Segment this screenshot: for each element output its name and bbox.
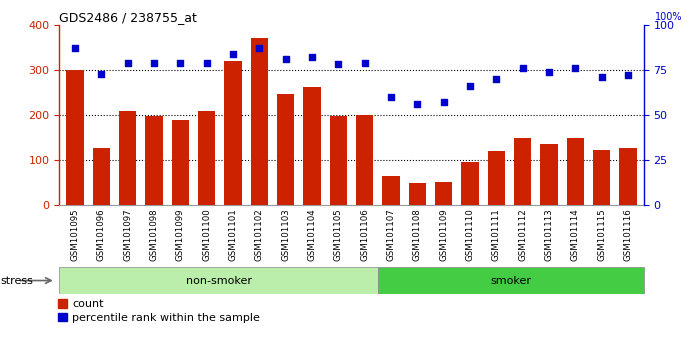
Text: GSM101111: GSM101111: [492, 209, 501, 261]
Bar: [330, 116, 347, 205]
Bar: [172, 120, 189, 205]
Text: GSM101104: GSM101104: [308, 209, 317, 261]
Text: GSM101096: GSM101096: [97, 209, 106, 261]
Text: GSM101102: GSM101102: [255, 209, 264, 261]
Text: GSM101107: GSM101107: [386, 209, 395, 261]
Text: GSM101101: GSM101101: [228, 209, 237, 261]
Bar: [409, 183, 426, 205]
Text: GSM101113: GSM101113: [544, 209, 553, 261]
Point: [464, 83, 475, 89]
Bar: [593, 150, 610, 205]
Bar: [224, 61, 242, 205]
Bar: [251, 38, 268, 205]
Point: [122, 60, 133, 65]
Bar: [461, 162, 479, 205]
Point: [359, 60, 370, 65]
Point: [280, 56, 291, 62]
Text: GSM101103: GSM101103: [281, 209, 290, 261]
Point: [148, 60, 159, 65]
Text: 100%: 100%: [655, 12, 683, 22]
Point: [333, 62, 344, 67]
Point: [70, 45, 81, 51]
Bar: [567, 138, 584, 205]
Text: GSM101106: GSM101106: [360, 209, 369, 261]
Point: [175, 60, 186, 65]
Bar: [378, 267, 644, 294]
Bar: [277, 94, 294, 205]
Bar: [303, 87, 321, 205]
Bar: [119, 110, 136, 205]
Text: GSM101110: GSM101110: [466, 209, 475, 261]
Point: [570, 65, 581, 71]
Text: stress: stress: [0, 275, 33, 286]
Text: GSM101114: GSM101114: [571, 209, 580, 261]
Bar: [619, 148, 637, 205]
Bar: [382, 176, 400, 205]
Point: [228, 51, 239, 57]
Text: GSM101098: GSM101098: [150, 209, 159, 261]
Bar: [145, 116, 163, 205]
Text: GSM101105: GSM101105: [334, 209, 343, 261]
Bar: [435, 182, 452, 205]
Point: [306, 55, 317, 60]
Point: [491, 76, 502, 82]
Text: non-smoker: non-smoker: [186, 275, 252, 286]
Point: [544, 69, 555, 75]
Bar: [488, 151, 505, 205]
Point: [412, 101, 423, 107]
Point: [622, 73, 633, 78]
Text: GSM101097: GSM101097: [123, 209, 132, 261]
Bar: [540, 144, 557, 205]
Legend: count, percentile rank within the sample: count, percentile rank within the sample: [58, 299, 260, 323]
Bar: [93, 148, 110, 205]
Text: GSM101108: GSM101108: [413, 209, 422, 261]
Bar: [59, 267, 378, 294]
Text: GSM101109: GSM101109: [439, 209, 448, 261]
Point: [254, 45, 265, 51]
Text: GSM101112: GSM101112: [518, 209, 527, 261]
Text: GSM101099: GSM101099: [176, 209, 185, 261]
Text: GSM101116: GSM101116: [624, 209, 633, 261]
Point: [201, 60, 212, 65]
Bar: [356, 115, 373, 205]
Point: [438, 99, 449, 105]
Point: [596, 74, 607, 80]
Text: smoker: smoker: [491, 275, 532, 286]
Bar: [198, 112, 215, 205]
Text: GSM101095: GSM101095: [70, 209, 79, 261]
Bar: [66, 70, 84, 205]
Point: [96, 71, 107, 76]
Text: GDS2486 / 238755_at: GDS2486 / 238755_at: [59, 11, 197, 24]
Text: GSM101100: GSM101100: [202, 209, 211, 261]
Point: [386, 94, 397, 100]
Point: [517, 65, 528, 71]
Text: GSM101115: GSM101115: [597, 209, 606, 261]
Bar: [514, 138, 531, 205]
